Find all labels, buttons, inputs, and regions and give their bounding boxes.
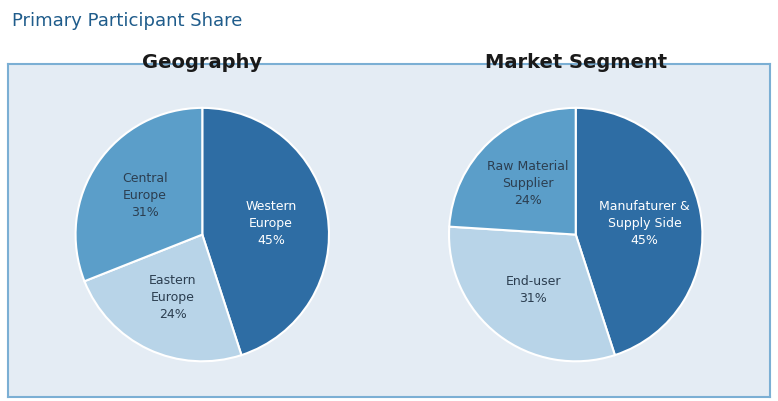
- Wedge shape: [202, 108, 329, 355]
- Text: Central
Europe
31%: Central Europe 31%: [122, 172, 167, 219]
- Text: Western
Europe
45%: Western Europe 45%: [246, 200, 296, 247]
- Title: Market Segment: Market Segment: [485, 53, 667, 72]
- Wedge shape: [449, 227, 615, 361]
- Text: Primary Participant Share: Primary Participant Share: [12, 12, 242, 30]
- Wedge shape: [576, 108, 703, 355]
- Text: Manufaturer &
Supply Side
45%: Manufaturer & Supply Side 45%: [599, 200, 690, 247]
- Wedge shape: [449, 108, 576, 235]
- Text: Eastern
Europe
24%: Eastern Europe 24%: [149, 274, 196, 321]
- Wedge shape: [75, 108, 202, 281]
- Title: Geography: Geography: [142, 53, 262, 72]
- Text: End-user
31%: End-user 31%: [505, 275, 561, 305]
- Wedge shape: [85, 235, 241, 361]
- Text: Raw Material
Supplier
24%: Raw Material Supplier 24%: [487, 160, 569, 207]
